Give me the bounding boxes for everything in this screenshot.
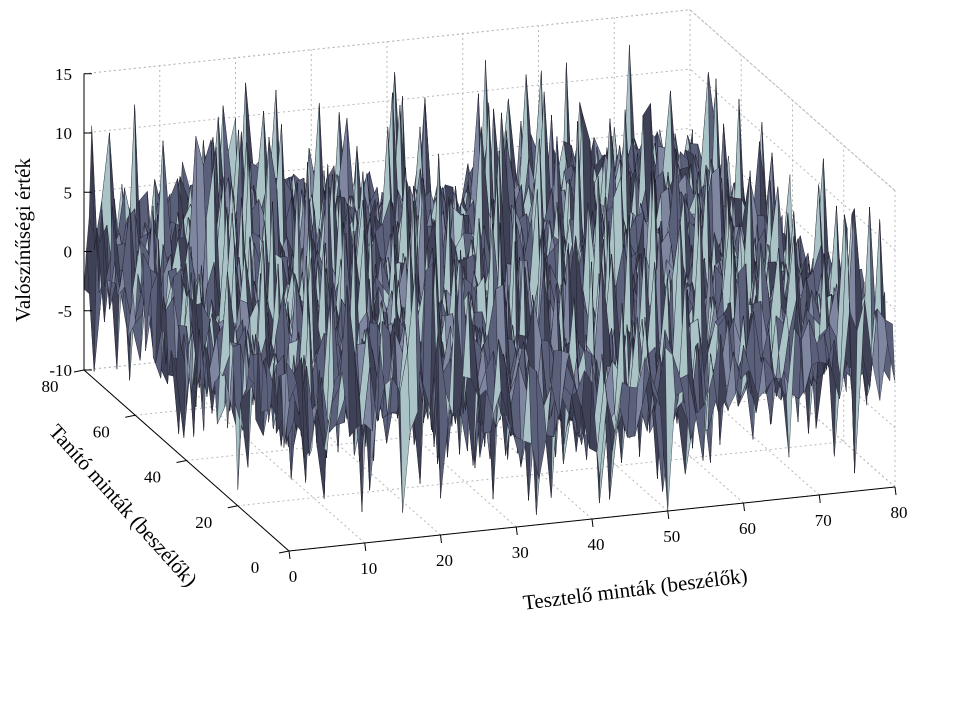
floor-grid-line bbox=[237, 441, 844, 507]
side-wall-grid-line bbox=[689, 68, 896, 251]
side-wall-grid-line bbox=[689, 305, 896, 488]
back-wall-grid-line bbox=[83, 68, 691, 134]
surface bbox=[83, 44, 896, 515]
floor-grid-line bbox=[186, 396, 793, 461]
